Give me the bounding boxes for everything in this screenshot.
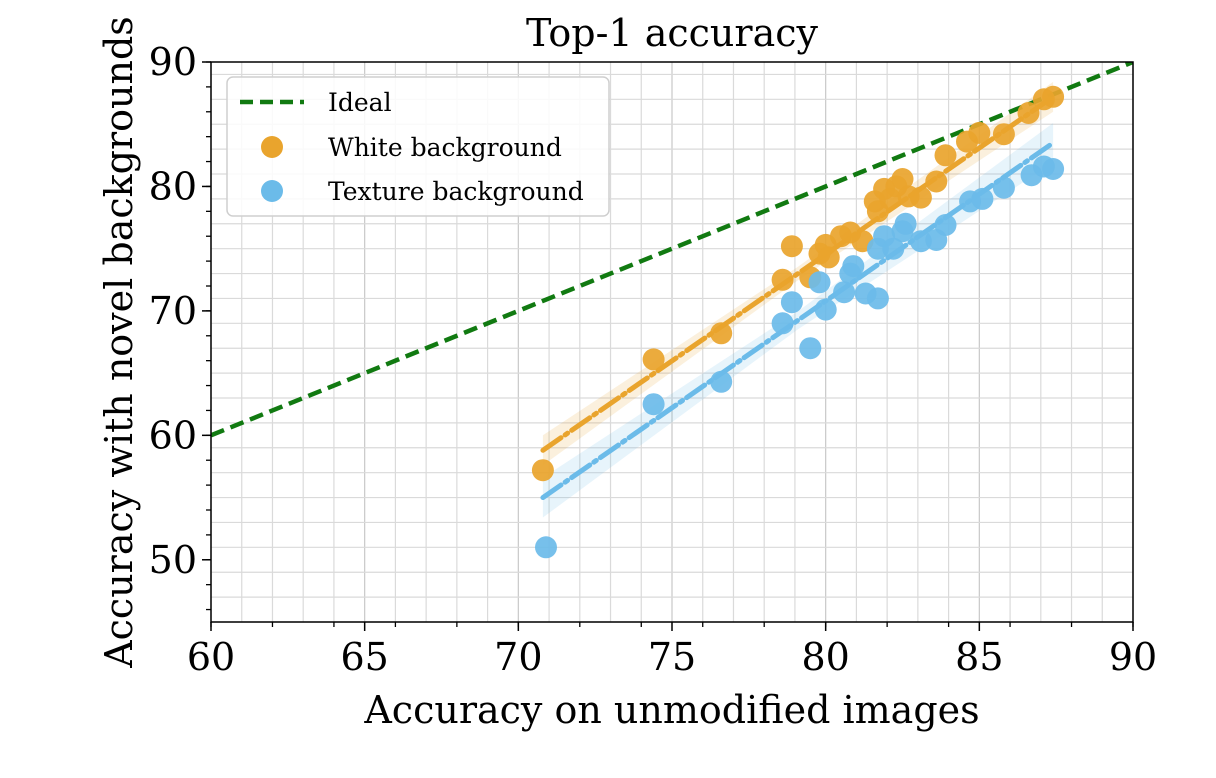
data-point xyxy=(771,268,794,291)
data-point xyxy=(780,235,803,258)
data-point xyxy=(642,348,665,371)
legend: Ideal White background Texture backgroun… xyxy=(226,76,610,217)
x-tick-label: 80 xyxy=(801,635,849,679)
x-tick-label: 65 xyxy=(340,635,388,679)
legend-texture-swatch xyxy=(261,180,283,202)
data-point xyxy=(814,298,837,321)
data-point xyxy=(934,214,957,236)
data-point xyxy=(710,322,733,345)
data-point xyxy=(894,212,917,235)
data-point xyxy=(968,121,991,144)
data-point xyxy=(642,393,665,416)
data-point xyxy=(971,187,994,210)
y-tick-label: 70 xyxy=(149,289,197,333)
data-point xyxy=(833,281,856,304)
x-tick-label: 90 xyxy=(1109,635,1157,679)
data-point xyxy=(909,186,932,209)
data-point xyxy=(842,255,865,278)
data-point xyxy=(780,291,803,314)
data-points xyxy=(531,85,1065,559)
legend-frame xyxy=(226,76,610,217)
x-axis-label: Accuracy on unmodified images xyxy=(363,688,979,732)
fit-line xyxy=(540,94,1056,453)
data-point xyxy=(808,271,831,294)
data-point xyxy=(882,237,905,260)
y-tick-label: 60 xyxy=(149,413,197,457)
data-point xyxy=(535,536,557,559)
x-tick-label: 75 xyxy=(648,635,696,679)
x-tick-label: 70 xyxy=(494,635,542,679)
legend-ideal-label: Ideal xyxy=(328,88,392,117)
data-point xyxy=(1042,158,1065,180)
chart-title: Top-1 accuracy xyxy=(526,11,818,55)
data-point xyxy=(992,123,1015,146)
data-point xyxy=(934,144,957,167)
data-point xyxy=(992,176,1015,199)
data-point xyxy=(531,459,554,482)
x-tick-label: 60 xyxy=(187,635,235,679)
data-point xyxy=(1042,85,1065,108)
axis-ticks: 60 65 70 75 80 85 90 50 60 70 80 90 xyxy=(149,40,1158,679)
legend-white-label: White background xyxy=(328,133,562,162)
data-point xyxy=(710,370,733,393)
y-tick-label: 50 xyxy=(149,538,197,582)
data-point xyxy=(1017,102,1040,124)
x-tick-label: 85 xyxy=(955,635,1003,679)
data-point xyxy=(866,287,889,310)
data-point xyxy=(799,337,822,360)
y-tick-label: 90 xyxy=(149,40,197,84)
data-point xyxy=(817,246,840,269)
y-axis-label: Accuracy with novel backgrounds xyxy=(97,16,141,669)
data-point xyxy=(925,170,948,193)
data-point xyxy=(771,312,794,335)
legend-white-swatch xyxy=(261,136,283,158)
legend-texture-label: Texture background xyxy=(328,177,584,206)
y-tick-label: 80 xyxy=(149,164,197,208)
data-point xyxy=(891,168,914,190)
